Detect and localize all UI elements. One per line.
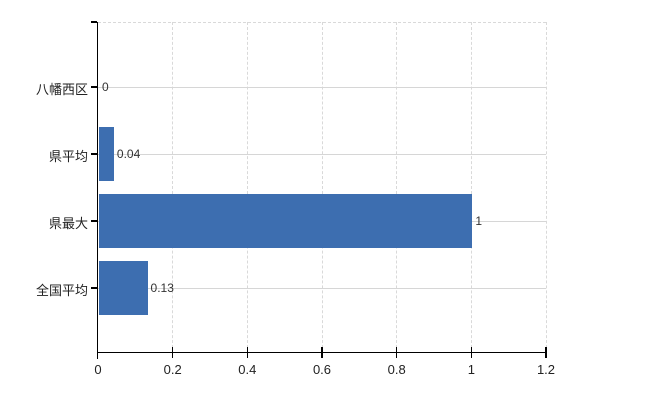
bar-value-label: 0.04 [116,146,141,161]
y-tick [91,21,97,23]
bar-value-label: 1 [475,213,483,228]
category-label: 全国平均 [35,283,88,298]
x-tick [171,346,174,358]
grid-line-vertical [545,22,547,353]
y-tick [91,153,97,155]
bar [99,194,473,248]
x-tick [321,346,323,358]
category-label: 八幡西区 [35,82,88,97]
y-tick [91,220,97,222]
x-tick-label: 0.4 [238,362,257,377]
grid-line-vertical [321,22,323,353]
y-tick [91,287,97,289]
grid-line-category [98,87,546,88]
x-tick-label: 1.2 [536,362,556,377]
x-tick-label: 0.2 [163,362,182,377]
x-tick-label: 0.8 [387,362,406,377]
x-tick [395,346,398,358]
bar [99,127,114,181]
category-label: 県平均 [48,149,88,164]
grid-line-vertical [246,22,248,353]
bar-value-label: 0 [102,79,109,94]
x-tick-label: 1 [467,362,475,377]
grid-line-vertical [396,22,398,353]
grid-line-category [98,154,546,155]
x-tick-label: 0 [94,362,102,377]
x-tick-label: 0.6 [312,362,332,377]
x-tick [470,346,473,358]
grid-line-vertical [172,22,174,353]
category-label: 県最大 [48,216,88,231]
x-tick [246,346,249,358]
bar [99,261,148,315]
grid-line-category [98,288,546,289]
y-axis [96,22,98,359]
grid-line-vertical [470,22,472,353]
bar-value-label: 0.13 [150,280,174,295]
y-tick [91,86,97,88]
x-tick [545,346,547,358]
